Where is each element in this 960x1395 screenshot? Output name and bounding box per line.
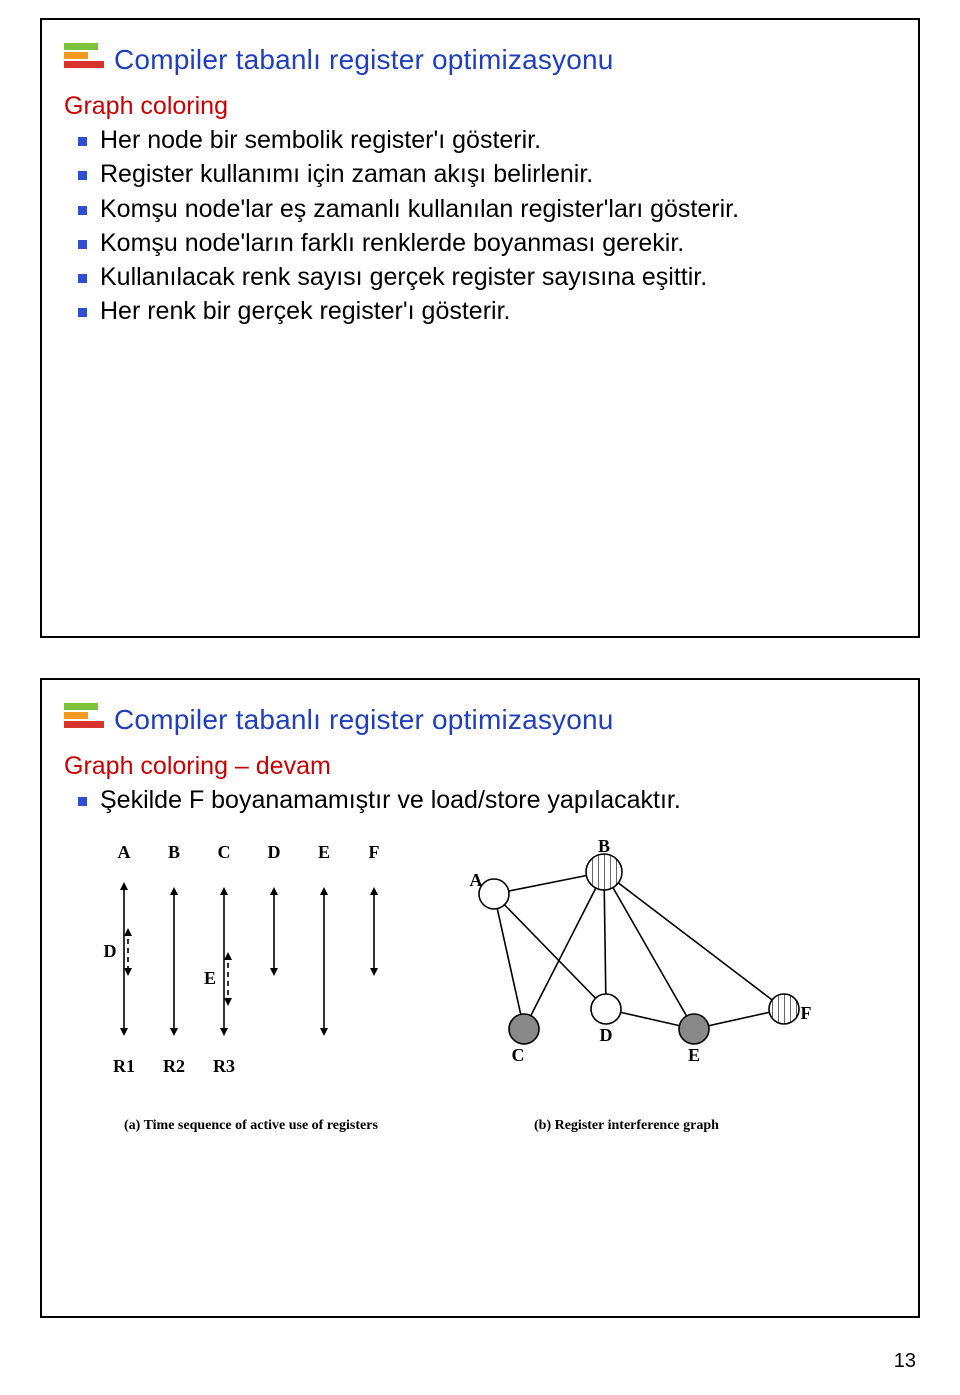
slide-2-title: Compiler tabanlı register optimizasyonu: [114, 704, 614, 736]
svg-text:R1: R1: [113, 1056, 135, 1076]
bars-icon: [64, 703, 108, 737]
bullet-item: Her renk bir gerçek register'ı gösterir.: [74, 296, 900, 327]
slide-2-heading: Graph coloring – devam: [64, 752, 900, 781]
svg-text:C: C: [512, 1045, 525, 1065]
svg-text:D: D: [104, 941, 117, 961]
slide-2-title-row: Compiler tabanlı register optimizasyonu: [64, 698, 900, 742]
svg-text:C: C: [218, 842, 231, 862]
slide-1-heading: Graph coloring: [64, 92, 900, 121]
bullet-item: Register kullanımı için zaman akışı beli…: [74, 159, 900, 190]
bullet-item: Komşu node'lar eş zamanlı kullanılan reg…: [74, 194, 900, 225]
svg-text:A: A: [118, 842, 131, 862]
slide-1-title: Compiler tabanlı register optimizasyonu: [114, 44, 614, 76]
bullet-item: Şekilde F boyanamamıştır ve load/store y…: [74, 785, 900, 816]
slide-1-title-row: Compiler tabanlı register optimizasyonu: [64, 38, 900, 82]
bars-icon: [64, 43, 108, 77]
svg-text:(a) Time sequence of active us: (a) Time sequence of active use of regis…: [124, 1118, 378, 1133]
slide-1-bullets: Her node bir sembolik register'ı gösteri…: [74, 125, 900, 328]
diagram-svg: A B C D E F D E R1 R2 R3 (a) Time sequence of activ…: [64, 834, 884, 1164]
svg-text:D: D: [600, 1025, 613, 1045]
diagram: A B C D E F D E R1 R2 R3 (a) Time sequence of activ…: [64, 834, 900, 1164]
svg-text:R2: R2: [163, 1056, 185, 1076]
slide-1: Compiler tabanlı register optimizasyonu …: [40, 18, 920, 638]
bullet-item: Komşu node'ların farklı renklerde boyanm…: [74, 228, 900, 259]
page-number: 13: [894, 1350, 916, 1373]
bullet-item: Her node bir sembolik register'ı gösteri…: [74, 125, 900, 156]
svg-text:E: E: [204, 968, 216, 988]
slide-2-bullets: Şekilde F boyanamamıştır ve load/store y…: [74, 785, 900, 816]
svg-text:F: F: [801, 1003, 812, 1023]
slide-2: Compiler tabanlı register optimizasyonu …: [40, 678, 920, 1318]
bullet-item: Kullanılacak renk sayısı gerçek register…: [74, 262, 900, 293]
svg-text:A: A: [470, 870, 483, 890]
svg-text:E: E: [688, 1045, 700, 1065]
svg-text:(b) Register interference grap: (b) Register interference graph: [534, 1118, 719, 1133]
svg-text:R3: R3: [213, 1056, 235, 1076]
svg-text:D: D: [268, 842, 281, 862]
svg-text:F: F: [369, 842, 380, 862]
svg-text:E: E: [318, 842, 330, 862]
svg-text:B: B: [168, 842, 180, 862]
svg-text:B: B: [598, 836, 610, 856]
